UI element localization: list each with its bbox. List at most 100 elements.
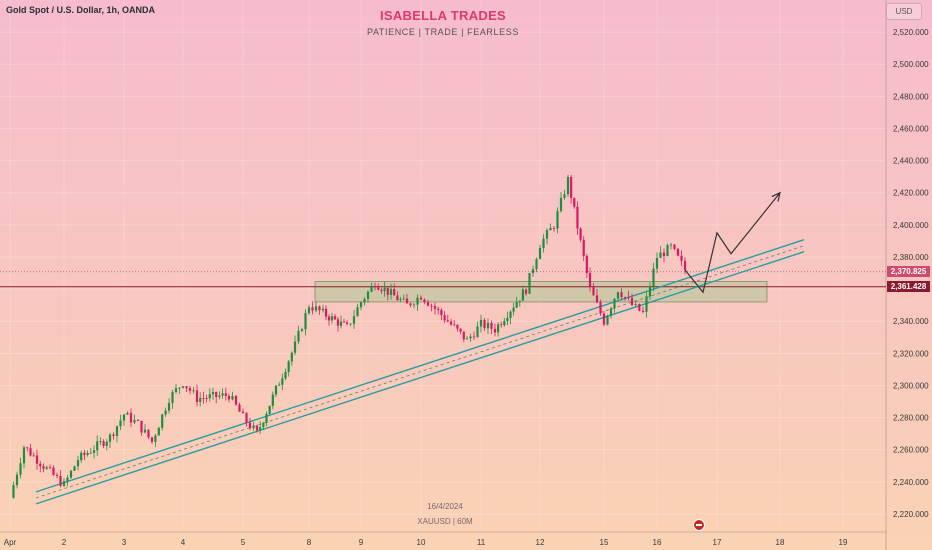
candle-body bbox=[39, 463, 42, 467]
candle-body bbox=[45, 467, 48, 469]
candle-body bbox=[595, 295, 599, 303]
x-tick-label: 15 bbox=[600, 538, 609, 547]
candle-body bbox=[304, 313, 307, 330]
currency-button[interactable]: USD bbox=[886, 3, 922, 20]
candle-body bbox=[218, 395, 221, 397]
x-tick-label: 8 bbox=[307, 538, 312, 547]
candle-body bbox=[449, 321, 453, 325]
candle-body bbox=[430, 305, 433, 307]
candle-body bbox=[15, 474, 19, 486]
candle-body bbox=[284, 371, 287, 379]
candle-body bbox=[274, 385, 278, 395]
candle-body bbox=[426, 302, 430, 306]
candle-body bbox=[234, 395, 238, 405]
candle-body bbox=[271, 394, 274, 406]
candle-body bbox=[662, 252, 666, 257]
candle-body bbox=[472, 336, 476, 338]
candle-body bbox=[69, 470, 73, 478]
candle-body bbox=[102, 441, 105, 446]
candle-body bbox=[318, 306, 321, 311]
candle-body bbox=[490, 322, 493, 329]
candle-body bbox=[221, 393, 224, 396]
candle-body bbox=[115, 426, 119, 436]
candle-body bbox=[52, 467, 55, 475]
candle-body bbox=[157, 427, 160, 436]
candle-body bbox=[563, 194, 566, 198]
candle-body bbox=[582, 239, 585, 256]
candle-body bbox=[576, 206, 579, 229]
y-tick-label: 2,440.000 bbox=[893, 157, 929, 166]
candle-body bbox=[673, 244, 676, 249]
candle-body bbox=[389, 289, 393, 295]
candle-body bbox=[524, 289, 528, 294]
candle-body bbox=[300, 329, 304, 331]
us-flag-icon[interactable] bbox=[693, 519, 705, 531]
candle-body bbox=[188, 388, 192, 391]
candle-body bbox=[373, 285, 377, 288]
candle-body bbox=[512, 307, 515, 312]
y-tick-label: 2,280.000 bbox=[893, 414, 929, 423]
candle-body bbox=[205, 398, 208, 399]
candle-body bbox=[167, 403, 171, 411]
time-axis: Apr 2 3 4 5 8 9 10 11 12 15 16 17 18 19 bbox=[0, 531, 886, 547]
candle-body bbox=[352, 316, 356, 324]
candle-body bbox=[164, 410, 167, 415]
arrow-head bbox=[771, 191, 781, 202]
candle-body bbox=[129, 412, 133, 423]
candle-body bbox=[503, 321, 506, 326]
candle-body bbox=[208, 394, 211, 399]
candle-body bbox=[356, 307, 359, 317]
candle-body bbox=[248, 422, 252, 429]
candle-body bbox=[393, 289, 396, 296]
candle-body bbox=[370, 285, 373, 292]
candle-body bbox=[549, 228, 552, 231]
candle-body bbox=[311, 307, 314, 311]
channel-upper bbox=[35, 239, 805, 493]
candle-body bbox=[259, 427, 262, 431]
candle-body bbox=[497, 324, 500, 333]
candle-body bbox=[252, 425, 255, 429]
candle-body bbox=[195, 390, 199, 402]
candle-body bbox=[215, 391, 218, 397]
candle-body bbox=[73, 466, 76, 471]
candle-body bbox=[154, 435, 157, 442]
candle-body bbox=[592, 286, 595, 296]
candle-body bbox=[493, 328, 497, 333]
candle-body bbox=[42, 466, 45, 469]
candle-body bbox=[462, 331, 465, 340]
candle-body bbox=[412, 304, 416, 306]
candle-body bbox=[161, 414, 164, 428]
candle-body bbox=[108, 434, 112, 442]
x-tick-label: 10 bbox=[417, 538, 426, 547]
candle-body bbox=[255, 425, 259, 431]
candle-body bbox=[641, 310, 645, 312]
candle-body bbox=[645, 296, 648, 312]
projection-arrow bbox=[684, 191, 781, 294]
current-price-tag: 2,370.825 bbox=[887, 266, 930, 278]
candle-body bbox=[122, 414, 126, 421]
candle-body bbox=[314, 306, 318, 311]
candle-body bbox=[66, 477, 69, 482]
x-tick-label: 11 bbox=[477, 538, 486, 547]
candle-body bbox=[268, 405, 271, 414]
y-tick-label: 2,460.000 bbox=[893, 124, 929, 133]
candle-body bbox=[446, 320, 449, 322]
candle-body bbox=[380, 289, 383, 292]
y-tick-label: 2,220.000 bbox=[893, 510, 929, 519]
candles bbox=[12, 174, 687, 499]
candle-body bbox=[396, 295, 399, 301]
candle-body bbox=[500, 324, 503, 326]
x-tick-label: 2 bbox=[62, 538, 67, 547]
candle-body bbox=[211, 391, 215, 395]
candle-body bbox=[174, 388, 178, 392]
candle-body bbox=[613, 298, 616, 309]
candle-body bbox=[342, 321, 346, 323]
candle-body bbox=[476, 326, 479, 338]
candle-body bbox=[659, 252, 662, 258]
x-tick-label: Apr bbox=[4, 538, 17, 547]
candle-body bbox=[241, 411, 245, 414]
candle-body bbox=[409, 303, 412, 306]
candle-body bbox=[666, 245, 669, 257]
candle-body bbox=[556, 211, 559, 229]
